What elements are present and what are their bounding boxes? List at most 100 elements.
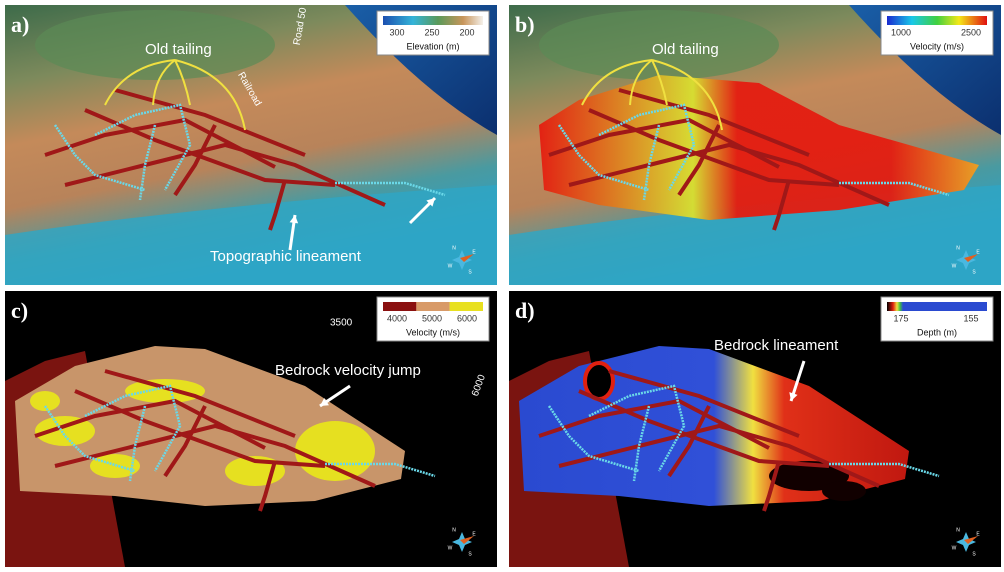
legend-tick: 2500 xyxy=(961,27,981,37)
compass-needle xyxy=(964,536,978,544)
colorbar xyxy=(887,302,987,311)
compass: N E S W xyxy=(952,245,981,275)
compass: N E S W xyxy=(448,527,477,557)
profile-cyan xyxy=(94,103,192,191)
compass-letter: N xyxy=(956,245,960,251)
panel-label: a) xyxy=(11,12,29,37)
compass-needle xyxy=(460,254,474,262)
profile-cyan xyxy=(598,103,696,191)
profile-cyan xyxy=(829,462,940,478)
arrow-head xyxy=(289,215,299,224)
velocity-patch xyxy=(125,379,205,403)
profile-red xyxy=(772,179,791,231)
compass-letter: S xyxy=(468,269,472,275)
velocity-patch xyxy=(35,416,95,446)
legend-title: Velocity (m/s) xyxy=(406,327,460,337)
profile-cyan xyxy=(588,384,686,472)
profile-red xyxy=(64,142,386,207)
pointer xyxy=(174,59,191,106)
pointer xyxy=(651,59,723,131)
profile-cyan xyxy=(325,462,436,478)
velocity-patch xyxy=(295,421,375,481)
panel-label: d) xyxy=(515,298,535,323)
compass: N E S W xyxy=(448,245,477,275)
profile-red xyxy=(163,405,207,478)
legend-tick: 1000 xyxy=(891,27,911,37)
panel: b) 1000 2500 Velocity (m/s) Old tailing N E S W xyxy=(509,5,1001,285)
compass-letter: W xyxy=(952,545,957,551)
compass-letter: N xyxy=(452,245,456,251)
compass-needle xyxy=(964,254,978,262)
profile-red xyxy=(84,108,336,187)
profile-cyan xyxy=(43,405,136,473)
profile-red xyxy=(74,389,326,468)
profile-red xyxy=(173,124,217,197)
profile-red xyxy=(54,423,376,488)
legend-tick: 200 xyxy=(459,27,474,37)
colorbar xyxy=(887,16,987,25)
compass-letter: S xyxy=(468,551,472,557)
compass-letter: W xyxy=(952,263,957,269)
colorbar xyxy=(383,16,483,25)
profile-red xyxy=(762,460,781,512)
profile-red xyxy=(578,389,830,468)
lowland xyxy=(509,185,1001,285)
legend-tick: 5000 xyxy=(422,313,442,323)
annotation: Old tailing xyxy=(652,41,719,58)
colorbar-step xyxy=(416,302,450,311)
legend-tick: 250 xyxy=(424,27,439,37)
profile-red xyxy=(104,369,296,438)
annotation: Topographic lineament xyxy=(210,248,362,265)
depth-low xyxy=(822,481,866,501)
legend-title: Elevation (m) xyxy=(406,41,459,51)
profile-red xyxy=(568,142,890,207)
ridge xyxy=(35,10,275,80)
colorbar-step xyxy=(449,302,483,311)
legend-tick: 300 xyxy=(389,27,404,37)
compass-letter: S xyxy=(972,551,976,557)
compass-letter: E xyxy=(976,249,980,255)
profile-red xyxy=(608,369,800,438)
legend-title: Velocity (m/s) xyxy=(910,41,964,51)
legend-tick: 4000 xyxy=(387,313,407,323)
panel-body xyxy=(5,291,497,567)
colorbar-step xyxy=(383,302,417,311)
compass-letter: S xyxy=(972,269,976,275)
compass-letter: N xyxy=(452,527,456,533)
pointer xyxy=(152,59,176,106)
depth-low xyxy=(769,461,849,491)
panel: d) 175 155 Depth (m) Bedrock lineament N E S W xyxy=(509,291,1001,567)
annotation: 3500 xyxy=(330,318,353,329)
annotation: Bedrock lineament xyxy=(714,337,839,354)
profile-cyan xyxy=(839,181,950,197)
annotation: Bedrock velocity jump xyxy=(275,362,421,379)
legend-title: Depth (m) xyxy=(917,327,957,337)
profile-red xyxy=(34,398,266,450)
velocity-patch xyxy=(30,391,60,411)
compass-letter: E xyxy=(976,531,980,537)
profile-red xyxy=(677,124,721,197)
compass-letter: N xyxy=(956,527,960,533)
profile-cyan xyxy=(84,384,182,472)
profile-red xyxy=(558,423,880,488)
arrow-head xyxy=(789,392,798,401)
panel-label: b) xyxy=(515,12,535,37)
profile-red xyxy=(667,405,711,478)
panel-body xyxy=(509,291,1001,567)
compass-needle xyxy=(460,536,474,544)
legend-tick: 175 xyxy=(893,313,908,323)
profile-cyan xyxy=(138,124,157,201)
pointer xyxy=(651,59,668,106)
panel-label: c) xyxy=(11,298,28,323)
profile-red xyxy=(268,179,287,231)
pointer xyxy=(104,59,176,106)
profile-red xyxy=(538,398,770,450)
annotation: Old tailing xyxy=(145,41,212,58)
arrow-head xyxy=(320,398,329,406)
profile-cyan xyxy=(632,405,651,482)
compass-letter: E xyxy=(472,249,476,255)
profile-cyan xyxy=(128,405,147,482)
